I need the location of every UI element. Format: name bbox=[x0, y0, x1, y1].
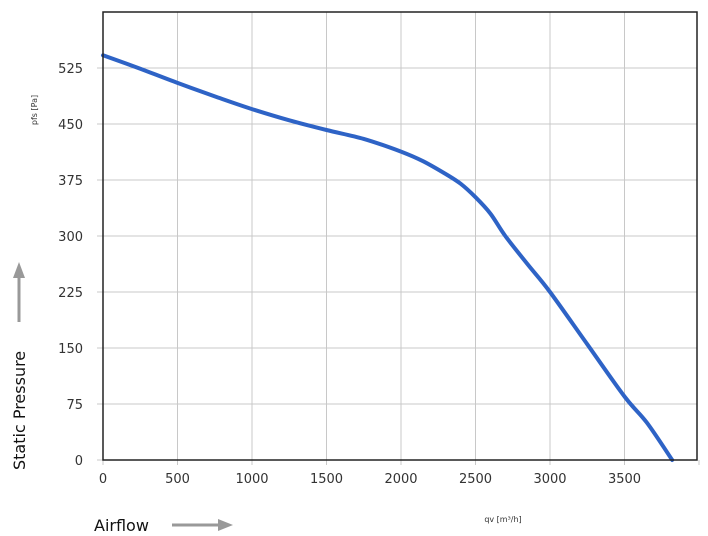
y-tick-label: 450 bbox=[58, 118, 83, 133]
x-axis-label: qv [m³/h] bbox=[484, 515, 521, 524]
x-tick-label: 1500 bbox=[310, 472, 343, 487]
y-tick-label: 0 bbox=[75, 454, 83, 469]
x-tick-label: 1000 bbox=[235, 472, 268, 487]
y-tick-label: 150 bbox=[58, 342, 83, 357]
x-tick-label: 500 bbox=[165, 472, 190, 487]
y-tick-label: 525 bbox=[58, 62, 83, 77]
static-pressure-label: Static Pressure bbox=[10, 351, 29, 470]
x-tick-label: 3500 bbox=[608, 472, 641, 487]
x-tick-label: 0 bbox=[99, 472, 107, 487]
x-tick-label: 2500 bbox=[459, 472, 492, 487]
x-tick-labels: 0 500 1000 1500 2000 2500 3000 3500 bbox=[99, 472, 641, 487]
y-tick-labels: 0 75 150 225 300 375 450 525 bbox=[58, 62, 83, 469]
series-line bbox=[101, 53, 675, 462]
x-tick-label: 3000 bbox=[533, 472, 566, 487]
y-tick-label: 75 bbox=[66, 398, 83, 413]
y-tick-label: 225 bbox=[58, 286, 83, 301]
y-tick-label: 375 bbox=[58, 174, 83, 189]
right-arrow-icon bbox=[172, 519, 233, 531]
airflow-label: Airflow bbox=[94, 516, 149, 535]
plot-frame bbox=[102, 11, 698, 461]
x-tick-label: 2000 bbox=[384, 472, 417, 487]
grid-lines bbox=[97, 12, 700, 465]
up-arrow-icon bbox=[13, 262, 25, 322]
y-axis-label: pfs [Pa] bbox=[30, 95, 39, 125]
y-tick-label: 300 bbox=[58, 230, 83, 245]
